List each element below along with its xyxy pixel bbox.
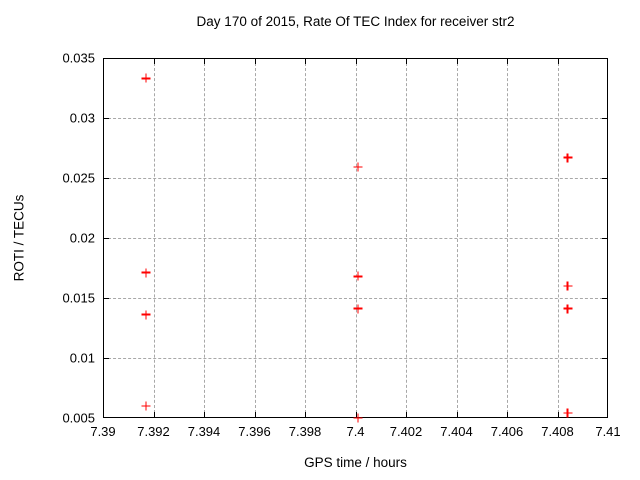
x-tick-mark [153, 412, 155, 418]
x-tick-label: 7.408 [541, 424, 574, 439]
x-tick-mark [254, 58, 256, 64]
y-tick-label: 0.02 [69, 230, 95, 246]
x-tick-mark [204, 58, 205, 64]
data-point-marker [141, 310, 151, 320]
x-tick-label: 7.402 [389, 424, 423, 439]
data-point-marker [353, 162, 363, 172]
x-tick-mark [456, 58, 458, 64]
x-tick-mark [254, 412, 256, 418]
x-tick-mark [507, 412, 508, 418]
y-gridline [103, 358, 608, 359]
y-gridline [103, 298, 608, 299]
y-tick-label: 0.015 [62, 290, 95, 306]
x-axis-label: GPS time / hours [304, 455, 407, 470]
y-tick-mark [602, 298, 608, 299]
x-tick-mark [557, 58, 559, 64]
y-tick-mark [103, 358, 109, 359]
y-tick-mark [103, 238, 109, 239]
x-tick-label: 7.396 [238, 424, 271, 439]
data-point-marker [563, 408, 573, 418]
data-point-marker [563, 153, 573, 163]
x-tick-mark [406, 412, 407, 418]
x-tick-mark [557, 412, 559, 418]
x-tick-mark [456, 412, 458, 418]
y-tick-mark [103, 178, 109, 179]
y-gridline [103, 118, 608, 119]
x-tick-label: 7.398 [288, 424, 322, 439]
y-tick-mark [602, 238, 608, 239]
x-tick-mark [305, 58, 306, 64]
y-tick-mark [602, 358, 608, 359]
y-tick-label: 0.035 [62, 50, 95, 66]
data-point-marker [141, 268, 151, 278]
y-tick-label: 0.025 [62, 170, 95, 186]
data-point-marker [141, 73, 151, 83]
y-tick-mark [602, 178, 608, 179]
data-point-marker [353, 304, 363, 314]
x-tick-label: 7.406 [490, 424, 524, 439]
y-tick-label: 0.03 [69, 110, 95, 126]
y-tick-label: 0.01 [69, 350, 95, 366]
y-tick-mark [602, 118, 608, 119]
data-point-marker [563, 304, 573, 314]
y-gridline [103, 178, 608, 179]
y-tick-label: 0.005 [62, 410, 95, 426]
x-tick-label: 7.39 [90, 424, 116, 439]
x-tick-label: 7.4 [346, 424, 365, 439]
data-point-marker [353, 271, 363, 281]
x-tick-mark [355, 58, 357, 64]
y-axis-label: ROTI / TECUs [11, 194, 27, 282]
data-point-marker [353, 413, 363, 423]
x-tick-label: 7.404 [440, 424, 473, 439]
x-tick-mark [305, 412, 306, 418]
x-tick-mark [153, 58, 155, 64]
x-tick-label: 7.394 [187, 424, 221, 439]
x-tick-label: 7.392 [137, 424, 170, 439]
y-gridline [103, 238, 608, 239]
data-point-marker [563, 281, 573, 291]
x-tick-mark [355, 412, 357, 418]
y-tick-mark [103, 118, 109, 119]
x-tick-mark [406, 58, 407, 64]
data-point-marker [141, 401, 151, 411]
x-tick-mark [507, 58, 508, 64]
chart-title: Day 170 of 2015, Rate Of TEC Index for r… [196, 14, 515, 29]
x-tick-label: 7.41 [595, 424, 621, 439]
y-tick-mark [103, 298, 109, 299]
x-tick-mark [204, 412, 205, 418]
